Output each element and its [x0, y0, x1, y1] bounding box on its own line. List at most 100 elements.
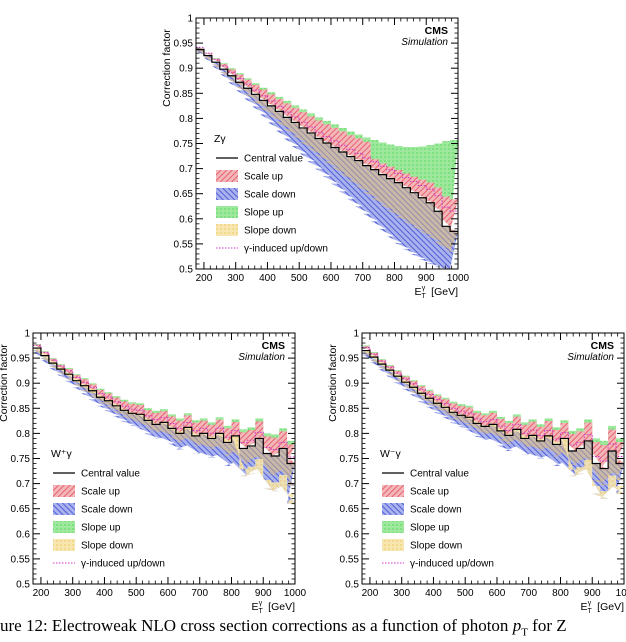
legend-label: Slope up	[410, 523, 450, 534]
y-tick-label: 0.7	[179, 164, 193, 175]
chart-panel-3: 0.5 0.55 0.6 0.65 0.7 0.75 0.8 0.85 0.9 0.95 1 200 3…	[327, 329, 626, 616]
y-tick-label: 0.6	[179, 214, 193, 225]
legend-swatch-box	[53, 503, 75, 515]
figure-caption: ure 12: Electroweak NLO cross section co…	[0, 616, 626, 638]
chart-panel-2: 0.5 0.55 0.6 0.65 0.7 0.75 0.8 0.85 0.9 0.95 1 200 3…	[0, 329, 307, 616]
x-tick-label: 800	[386, 273, 403, 284]
y-axis-label: Correction factor	[161, 29, 173, 107]
gamma-induced-up-line	[196, 46, 458, 212]
band-scale-up	[33, 344, 295, 464]
cms-label: CMS	[591, 340, 614, 352]
x-tick-label: 500	[291, 273, 308, 284]
y-tick-label: 1	[187, 14, 193, 25]
y-tick-label: 0.7	[16, 479, 30, 490]
y-tick-label: 0.65	[340, 504, 360, 515]
y-axis-label: Correction factor	[327, 344, 339, 422]
legend-swatch-box	[382, 539, 404, 551]
legend-swatch-box	[382, 485, 404, 497]
x-axis-label-main: E	[580, 601, 587, 613]
simulation-label: Simulation	[401, 37, 448, 48]
legend-label: Central value	[81, 469, 140, 480]
x-tick-label: 900	[255, 588, 272, 599]
band-scale-up	[196, 48, 458, 232]
process-label: W⁻γ	[380, 448, 401, 460]
band-overlap	[196, 49, 458, 253]
x-tick-label: 100	[616, 588, 626, 599]
y-tick-label: 0.8	[16, 429, 30, 440]
panels-container: 0.5 0.55 0.6 0.65 0.7 0.75 0.8 0.85 0.9 0.95 1 200 3…	[0, 14, 626, 616]
x-tick-label: 200	[196, 273, 213, 284]
legend-label: Slope down	[81, 541, 133, 552]
legend: Central value Scale up Scale down Slope up S…	[53, 469, 165, 570]
x-tick-label: 300	[393, 588, 410, 599]
legend-label: Scale up	[410, 487, 449, 498]
x-tick-label: 1000	[284, 588, 307, 599]
y-tick-label: 0.65	[11, 504, 31, 515]
legend-label: Central value	[410, 469, 469, 480]
y-tick-label: 0.55	[11, 554, 31, 565]
y-tick-label: 0.75	[340, 454, 360, 465]
y-tick-label: 1	[24, 329, 30, 340]
legend-swatch-box	[53, 539, 75, 551]
x-tick-label: 500	[457, 588, 474, 599]
y-axis-label: Correction factor	[0, 344, 10, 422]
process-label: Zγ	[214, 133, 226, 145]
x-axis-label-unit: [GeV]	[265, 601, 295, 613]
legend-swatch-box	[216, 206, 238, 218]
uncertainty-bands	[362, 345, 624, 499]
y-tick-label: 0.9	[179, 64, 193, 75]
y-tick-label: 0.5	[345, 580, 359, 591]
legend-label: Slope up	[244, 208, 284, 219]
legend-label: Slope down	[410, 541, 462, 552]
legend-swatch-box	[53, 521, 75, 533]
process-label: W⁺γ	[51, 448, 72, 460]
uncertainty-bands	[33, 344, 295, 504]
y-tick-label: 0.85	[11, 404, 31, 415]
simulation-label: Simulation	[238, 352, 285, 363]
x-axis-label-sub: T	[258, 608, 263, 615]
legend-swatch-box	[216, 188, 238, 200]
x-tick-label: 800	[552, 588, 569, 599]
y-tick-label: 0.8	[345, 429, 359, 440]
x-tick-label: 200	[362, 588, 379, 599]
legend-label: Scale down	[81, 505, 133, 516]
central-value-line	[362, 349, 624, 470]
x-axis-label-sup: γ	[422, 285, 426, 292]
caption-text-before: ure 12: Electroweak NLO cross section co…	[0, 616, 513, 635]
x-tick-label: 600	[323, 273, 340, 284]
y-tick-label: 0.8	[179, 114, 193, 125]
legend-label: Scale down	[410, 505, 462, 516]
cms-label: CMS	[425, 25, 448, 37]
gamma-induced-up-line	[33, 344, 295, 458]
x-axis-label: ETγ [GeV]	[414, 285, 458, 300]
simulation-label: Simulation	[567, 352, 614, 363]
x-axis-label-sup: γ	[588, 600, 592, 607]
y-tick-label: 0.7	[345, 479, 359, 490]
x-tick-label: 300	[64, 588, 81, 599]
legend-label: Scale up	[244, 172, 283, 183]
x-axis-label-main: E	[414, 286, 421, 298]
central-value-line	[196, 49, 458, 232]
legend-swatch-box	[382, 521, 404, 533]
y-tick-label: 0.95	[340, 354, 360, 365]
x-tick-label: 900	[584, 588, 601, 599]
band-overlap	[33, 348, 295, 486]
caption-symbol: p	[512, 616, 522, 635]
y-tick-label: 0.5	[179, 265, 193, 276]
y-tick-label: 0.9	[16, 379, 30, 390]
legend: Central value Scale up Scale down Slope up S…	[382, 469, 494, 570]
chart-panel-1: 0.5 0.55 0.6 0.65 0.7 0.75 0.8 0.85 0.9 0.95 1 200 3…	[161, 14, 470, 301]
legend-swatch-box	[216, 170, 238, 182]
x-tick-label: 200	[33, 588, 50, 599]
legend-swatch-box	[216, 224, 238, 236]
x-axis-label-unit: [GeV]	[594, 601, 624, 613]
legend: Central value Scale up Scale down Slope up S…	[216, 154, 328, 255]
y-tick-label: 1	[353, 329, 359, 340]
x-tick-label: 700	[520, 588, 537, 599]
legend-label: γ-induced up/down	[244, 244, 328, 255]
y-tick-label: 0.95	[11, 354, 31, 365]
x-axis-label-sup: γ	[259, 600, 263, 607]
legend-label: Central value	[244, 154, 303, 165]
y-tick-label: 0.65	[174, 189, 194, 200]
